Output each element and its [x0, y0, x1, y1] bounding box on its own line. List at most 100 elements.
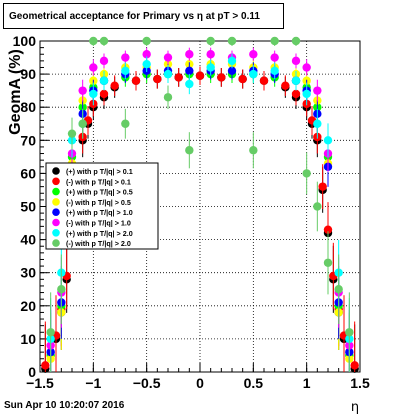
data-point — [174, 73, 183, 82]
data-point — [302, 89, 311, 99]
data-point — [142, 59, 151, 69]
data-point — [291, 36, 301, 46]
data-point — [323, 258, 333, 267]
data-point — [67, 129, 77, 138]
data-point — [46, 328, 55, 337]
y-tick-label: 40 — [20, 232, 36, 248]
data-points — [41, 36, 359, 373]
y-tick-label: 60 — [20, 165, 36, 181]
legend-label: (+) with p T/|q| > 0.1 — [66, 167, 133, 176]
data-point — [227, 66, 237, 75]
data-point — [227, 56, 237, 66]
chart-title: Geometrical acceptance for Primary vs η … — [3, 3, 284, 29]
data-point — [302, 63, 311, 72]
data-point — [323, 225, 333, 234]
legend: (+) with p T/|q| > 0.1(-) with p T/|q| >… — [45, 162, 159, 250]
legend-marker — [52, 187, 60, 196]
legend-marker — [52, 229, 60, 237]
data-point — [350, 361, 359, 370]
data-point — [195, 71, 205, 80]
x-axis-label: η — [351, 400, 359, 414]
y-tick-label: 100 — [13, 33, 37, 49]
data-point — [291, 56, 301, 66]
y-tick-label: 50 — [20, 199, 36, 215]
data-point — [57, 285, 66, 294]
y-tick-label: 80 — [20, 99, 36, 115]
data-point — [121, 119, 130, 128]
data-point — [334, 285, 343, 294]
legend-marker — [52, 167, 60, 175]
data-point — [270, 66, 279, 75]
data-point — [110, 81, 119, 90]
tick-labels: −1.5 −1 −0.5 0 0.5 1 1.5 0 10 20 30 40 50 60 70 80 90 100 — [13, 33, 370, 391]
y-axis-label: GeomA (%) — [7, 49, 24, 135]
data-point — [131, 76, 141, 85]
data-point — [89, 36, 98, 46]
data-point — [291, 89, 301, 99]
axis-ticks — [39, 40, 361, 373]
data-point — [313, 119, 322, 128]
y-tick-label: 10 — [20, 331, 36, 347]
data-point — [313, 202, 322, 211]
x-tick-label: 1.5 — [350, 375, 370, 391]
data-point — [313, 86, 322, 95]
x-tick-label: 1 — [303, 375, 311, 391]
legend-label: (-) with p T/|q| > 1.0 — [66, 219, 131, 228]
data-point — [227, 36, 237, 46]
data-point — [249, 50, 258, 59]
data-point — [345, 328, 354, 337]
y-tick-label: 0 — [28, 364, 36, 380]
data-point — [99, 89, 109, 99]
legend-marker — [52, 208, 60, 216]
data-point — [270, 36, 279, 46]
legend-marker — [52, 218, 60, 227]
legend-label: (+) with p T/|q| > 0.5 — [66, 188, 133, 197]
data-point — [217, 73, 226, 82]
data-point — [185, 146, 194, 155]
data-point — [99, 56, 109, 66]
y-tick-label: 30 — [20, 265, 36, 281]
data-point — [249, 146, 258, 155]
legend-label: (-) with p T/|q| > 0.5 — [66, 198, 131, 207]
y-tick-label: 70 — [20, 132, 36, 148]
x-tick-label: −1.5 — [26, 375, 54, 391]
data-point — [89, 63, 98, 72]
data-point — [206, 63, 215, 72]
data-point — [302, 169, 311, 178]
legend-label: (-) with p T/|q| > 0.1 — [66, 177, 131, 186]
data-point — [238, 74, 247, 84]
legend-label: (-) with p T/|q| > 2.0 — [66, 239, 131, 248]
data-point — [185, 79, 194, 89]
data-point — [206, 36, 215, 46]
data-point — [99, 76, 109, 85]
data-point — [142, 36, 151, 46]
data-point — [281, 81, 290, 90]
data-point — [153, 74, 162, 84]
timestamp: Sun Apr 10 10:20:07 2016 — [4, 400, 125, 411]
data-point — [142, 50, 151, 59]
data-point — [318, 182, 327, 191]
legend-marker — [52, 239, 60, 247]
legend-marker — [52, 198, 60, 206]
data-point — [185, 50, 194, 59]
data-point — [99, 36, 109, 46]
data-point — [323, 136, 333, 145]
data-point — [270, 53, 279, 62]
data-point — [41, 361, 50, 370]
x-tick-label: −1 — [85, 375, 101, 391]
x-tick-label: 0.5 — [244, 375, 264, 391]
legend-label: (+) with p T/|q| > 1.0 — [66, 208, 133, 217]
legend-marker — [52, 177, 60, 186]
data-point — [291, 76, 301, 85]
x-tick-label: 0 — [196, 375, 204, 391]
data-point — [89, 89, 98, 99]
data-point — [78, 119, 87, 128]
data-point — [185, 66, 194, 75]
data-point — [163, 69, 173, 79]
x-tick-label: −0.5 — [133, 375, 161, 391]
legend-box — [45, 162, 159, 250]
data-point — [206, 50, 215, 59]
data-point — [259, 76, 269, 85]
data-point — [163, 53, 173, 62]
